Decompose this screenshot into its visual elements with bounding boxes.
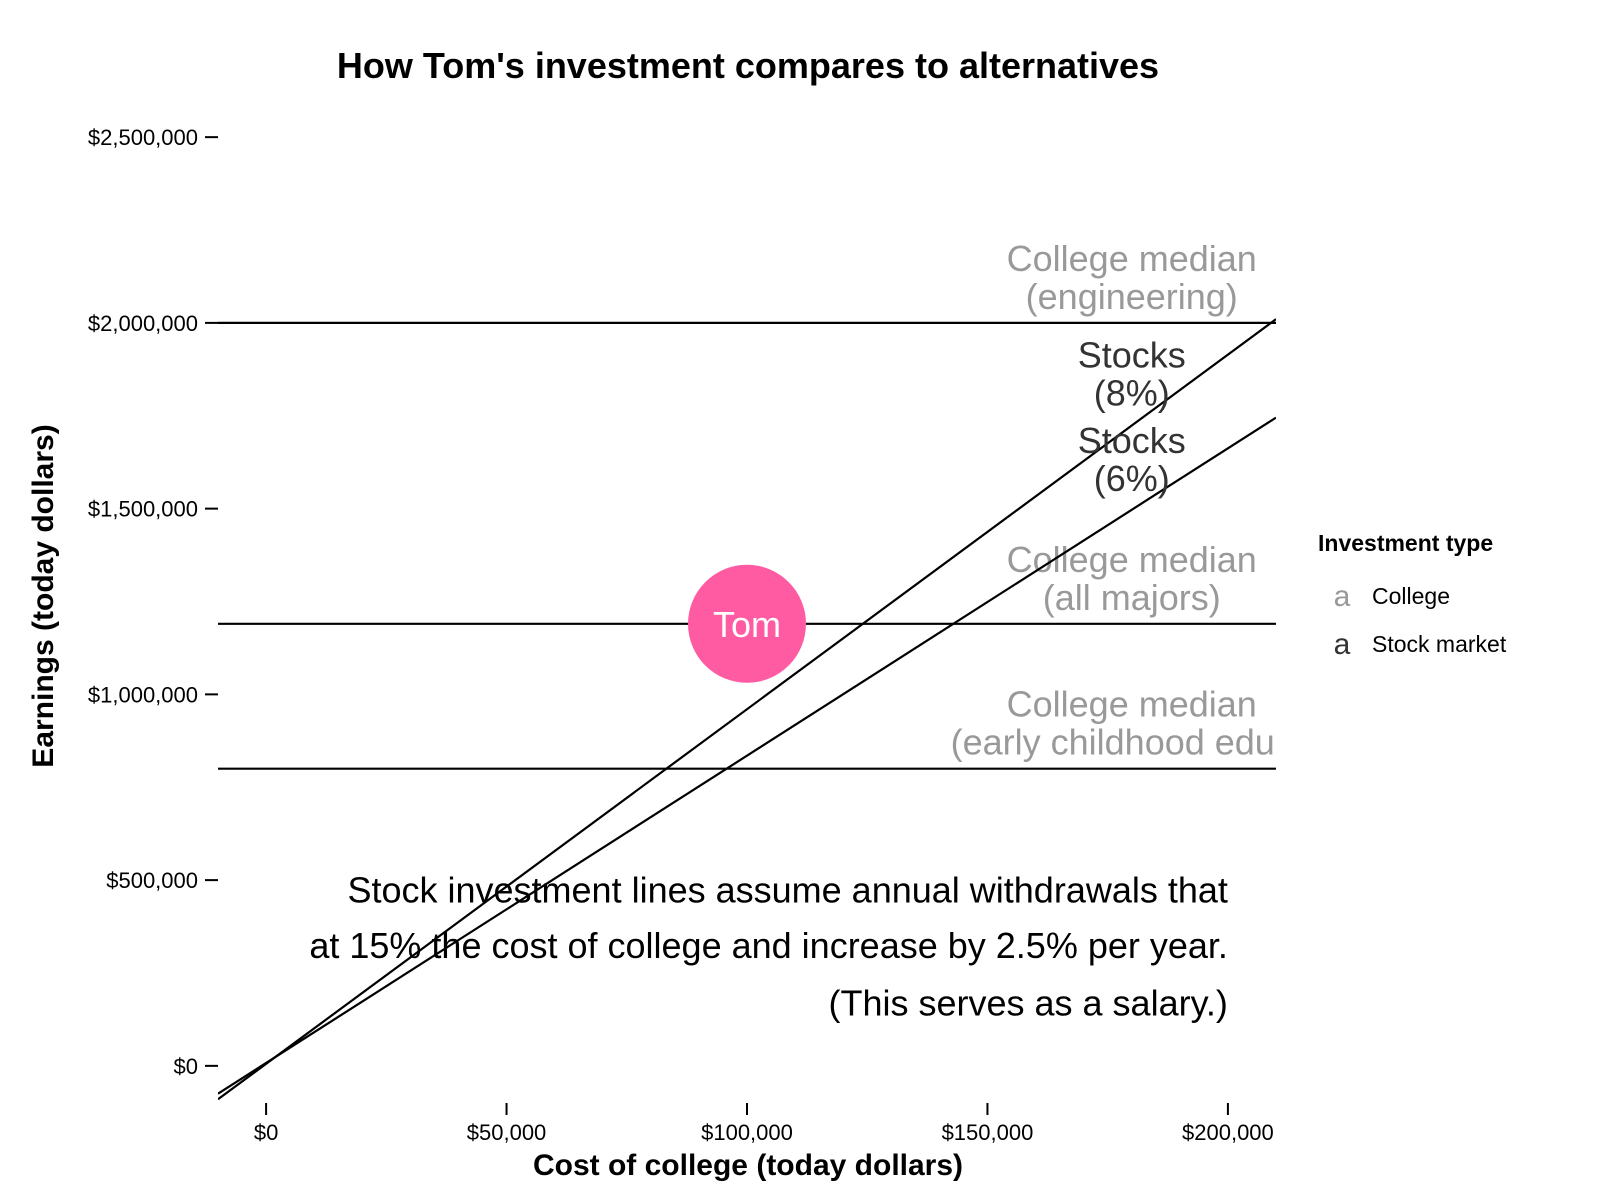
tom-label: Tom xyxy=(713,604,781,645)
annotation-line: Stock investment lines assume annual wit… xyxy=(347,869,1227,910)
x-tick-label: $50,000 xyxy=(467,1120,547,1145)
tom-point xyxy=(688,564,806,683)
y-tick-label: $500,000 xyxy=(106,868,198,893)
stock-label: Stocks xyxy=(1078,334,1186,375)
plot-area: College median(engineering)College media… xyxy=(218,238,1314,1101)
college-median-label: (all majors) xyxy=(1043,577,1221,618)
legend-item-label: Stock market xyxy=(1372,631,1507,657)
annotation-line: (This serves as a salary.) xyxy=(828,983,1227,1024)
stock-label: (8%) xyxy=(1094,372,1170,413)
legend-title: Investment type xyxy=(1318,530,1493,556)
legend-item-label: College xyxy=(1372,583,1450,609)
chart-title: How Tom's investment compares to alterna… xyxy=(337,45,1159,86)
college-median-label: (early childhood educa xyxy=(951,722,1314,763)
y-tick-label: $1,500,000 xyxy=(88,497,198,522)
college-median-label: College median xyxy=(1007,238,1257,279)
x-tick-label: $200,000 xyxy=(1182,1120,1274,1145)
college-median-label: College median xyxy=(1007,539,1257,580)
stock-label: Stocks xyxy=(1078,420,1186,461)
legend-key-glyph: a xyxy=(1334,580,1351,613)
y-tick-label: $1,000,000 xyxy=(88,682,198,707)
college-median-label: (engineering) xyxy=(1026,276,1238,317)
x-tick-label: $150,000 xyxy=(942,1120,1034,1145)
y-tick-label: $2,500,000 xyxy=(88,125,198,150)
y-axis-title: Earnings (today dollars) xyxy=(27,424,60,767)
y-tick-label: $2,000,000 xyxy=(88,311,198,336)
y-tick-label: $0 xyxy=(174,1054,198,1079)
legend-key-glyph: a xyxy=(1334,628,1351,661)
annotation-line: at 15% the cost of college and increase … xyxy=(309,925,1228,966)
stock-line xyxy=(218,416,1276,1095)
college-median-label: College median xyxy=(1007,684,1257,725)
legend: Investment type a College a Stock market xyxy=(1318,530,1507,661)
x-axis-title: Cost of college (today dollars) xyxy=(533,1149,963,1182)
x-axis: $0 $50,000 $100,000 $150,000 $200,000 xyxy=(254,1103,1274,1145)
stock-line xyxy=(218,318,1276,1101)
stock-label: (6%) xyxy=(1094,458,1170,499)
x-tick-label: $0 xyxy=(254,1120,278,1145)
y-axis: $0 $500,000 $1,000,000 $1,500,000 $2,000,000… xyxy=(88,125,218,1079)
x-tick-label: $100,000 xyxy=(701,1120,793,1145)
